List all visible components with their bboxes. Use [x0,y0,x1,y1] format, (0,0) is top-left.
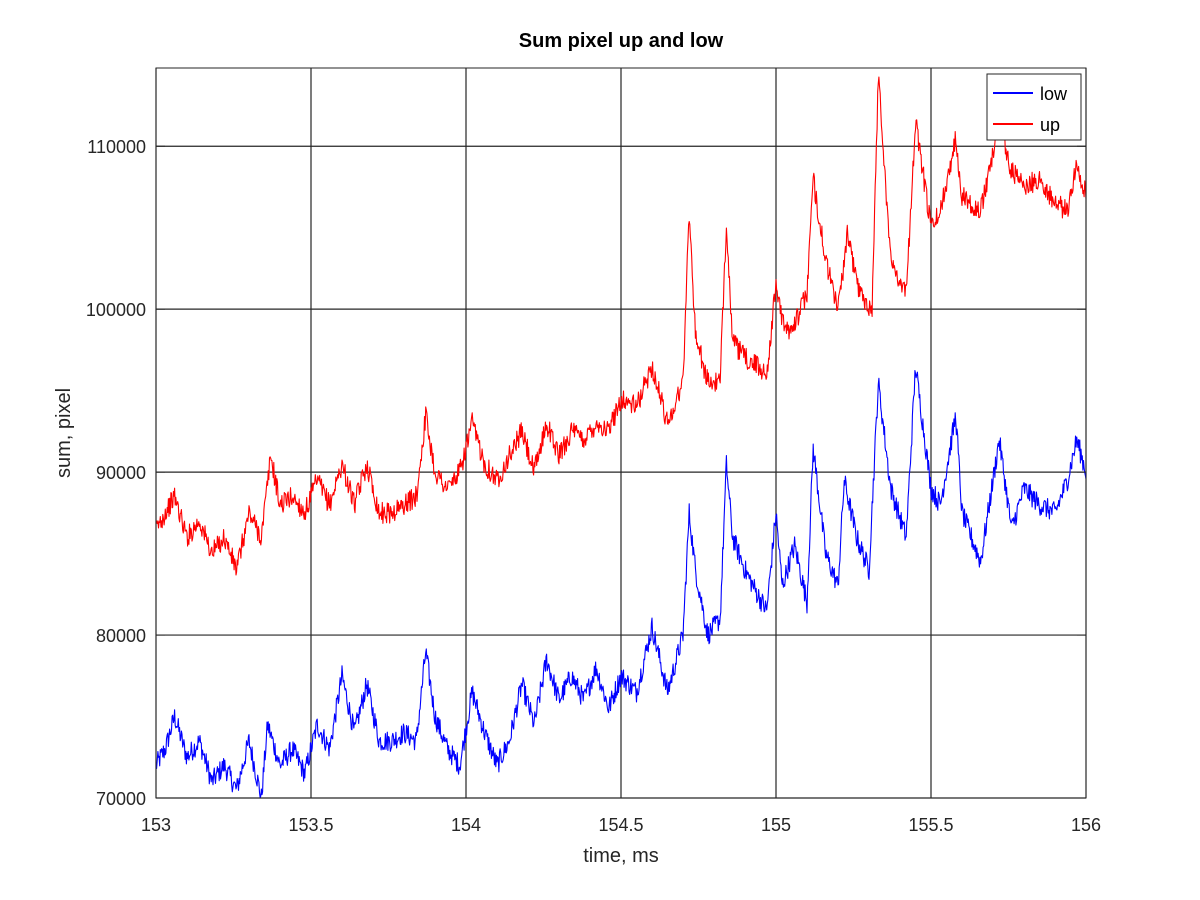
x-tick-label: 154 [451,815,481,835]
y-tick-label: 80000 [96,626,146,646]
y-tick-label: 100000 [86,300,146,320]
x-axis-label: time, ms [583,845,659,867]
legend: low up [986,73,1082,141]
y-axis-label: sum, pixel [53,388,75,478]
series-line-low [155,369,1087,799]
legend-label-low: low [1040,84,1068,104]
x-tick-label: 156 [1071,815,1101,835]
x-tick-label: 154.5 [598,815,643,835]
legend-box [986,73,1082,141]
y-tick-label: 70000 [96,789,146,809]
chart-title: Sum pixel up and low [519,30,724,52]
y-tick-label: 110000 [87,137,146,157]
series-line-up [155,76,1087,576]
y-tick-label: 90000 [96,463,146,483]
x-tick-label: 155 [761,815,791,835]
ticks: 153 153.5 154 154.5 155 155.5 156 70000 80000 900… [86,68,1101,835]
x-tick-label: 153.5 [288,815,333,835]
series-group [155,76,1087,799]
legend-label-up: up [1040,115,1060,135]
x-tick-label: 153 [141,815,171,835]
x-tick-label: 155.5 [908,815,953,835]
